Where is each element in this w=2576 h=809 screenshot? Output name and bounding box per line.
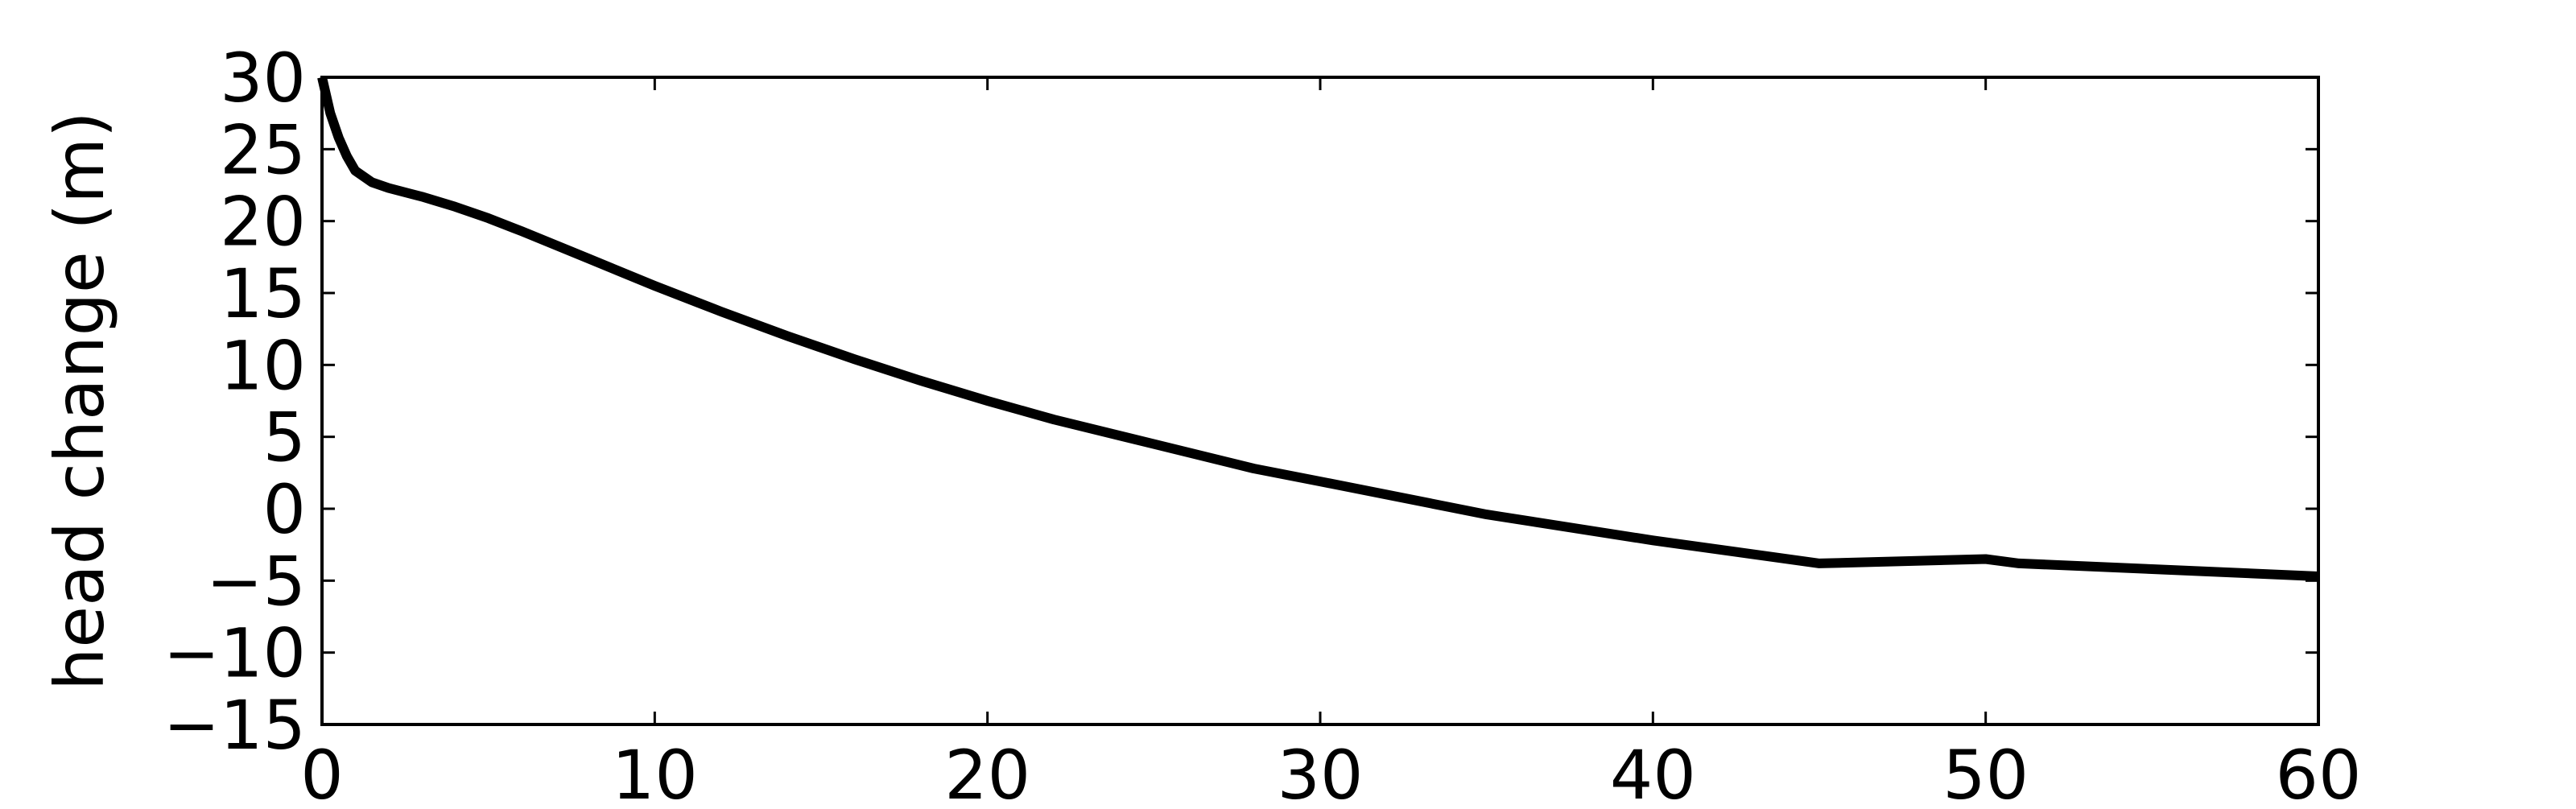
y-tick-label: 15 — [220, 254, 306, 333]
y-tick-label: 5 — [263, 398, 306, 477]
y-tick-label: 25 — [220, 110, 306, 189]
y-tick-label: −10 — [163, 614, 306, 693]
plot-frame — [320, 76, 2320, 726]
x-tick-label: 10 — [612, 736, 698, 805]
x-tick-label: 0 — [300, 736, 343, 805]
x-tick-label: 30 — [1278, 736, 1364, 805]
y-tick-label: 20 — [220, 183, 306, 262]
x-tick-label: 20 — [944, 736, 1030, 805]
x-tick-label: 40 — [1610, 736, 1696, 805]
y-tick-label: 0 — [263, 470, 306, 549]
x-tick-label: 50 — [1942, 736, 2029, 805]
y-tick-label: 10 — [220, 326, 306, 405]
y-tick-label: −15 — [163, 686, 306, 765]
series-line — [317, 76, 2319, 581]
y-axis-label: head change (m) — [40, 111, 119, 691]
y-tick-label: 30 — [220, 39, 306, 118]
x-tick-label: 60 — [2276, 736, 2362, 805]
y-tick-label: −5 — [206, 542, 306, 621]
